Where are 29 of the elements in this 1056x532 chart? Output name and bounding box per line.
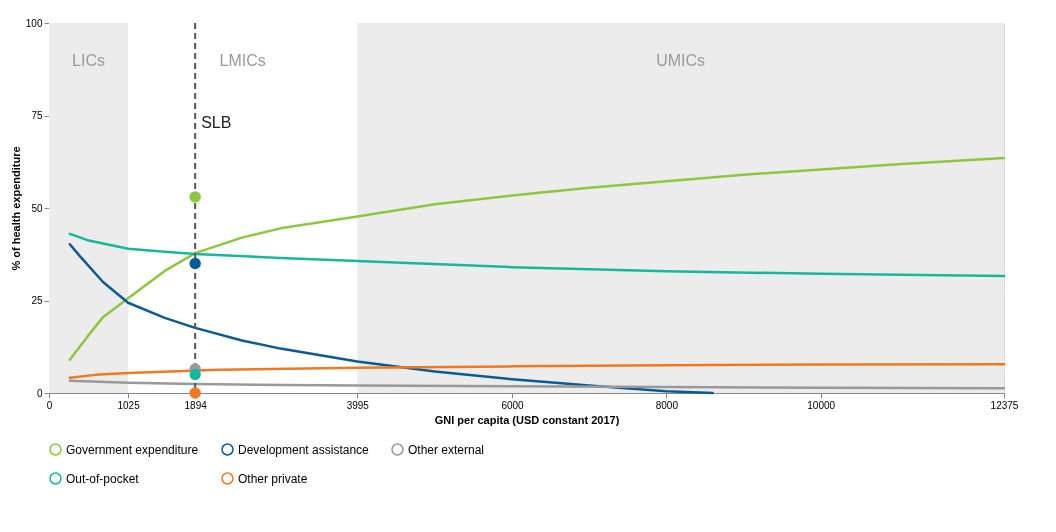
x-tick-label: 8000 [655, 399, 679, 411]
x-tick-label: 1894 [184, 399, 208, 411]
band-label: LMICs [219, 52, 266, 69]
legend-label: Other private [238, 471, 308, 486]
band-label: UMICs [656, 52, 706, 69]
y-tick-label: 75 [31, 110, 43, 121]
legend-label: Out-of-pocket [66, 471, 140, 486]
legend-label: Government expenditure [66, 442, 199, 457]
band-label: LICs [72, 52, 105, 69]
x-axis-title: GNI per capita (USD constant 2017) [434, 413, 620, 426]
line-series [68, 379, 1006, 390]
y-tick-label: 25 [31, 295, 43, 306]
x-tick-label: 0 [46, 399, 53, 411]
x-tick-label: 3995 [346, 399, 370, 411]
x-tick-label: 12375 [990, 399, 1019, 411]
legend-label: Other external [408, 442, 485, 457]
y-axis-title: % of health expenditure [9, 146, 22, 271]
ref-line-label: SLB [201, 114, 232, 131]
line-series [68, 156, 1006, 361]
legend-label: Development assistance [238, 442, 370, 457]
x-tick-label: 6000 [501, 399, 525, 411]
x-tick-label: 1025 [117, 399, 141, 411]
y-tick-label: 0 [36, 387, 43, 399]
line-series [68, 362, 1006, 380]
y-tick-label: 50 [31, 202, 43, 214]
line-series [68, 232, 1006, 278]
y-tick-label: 100 [25, 17, 43, 29]
line-series [68, 243, 714, 395]
x-tick-label: 10000 [807, 399, 836, 411]
